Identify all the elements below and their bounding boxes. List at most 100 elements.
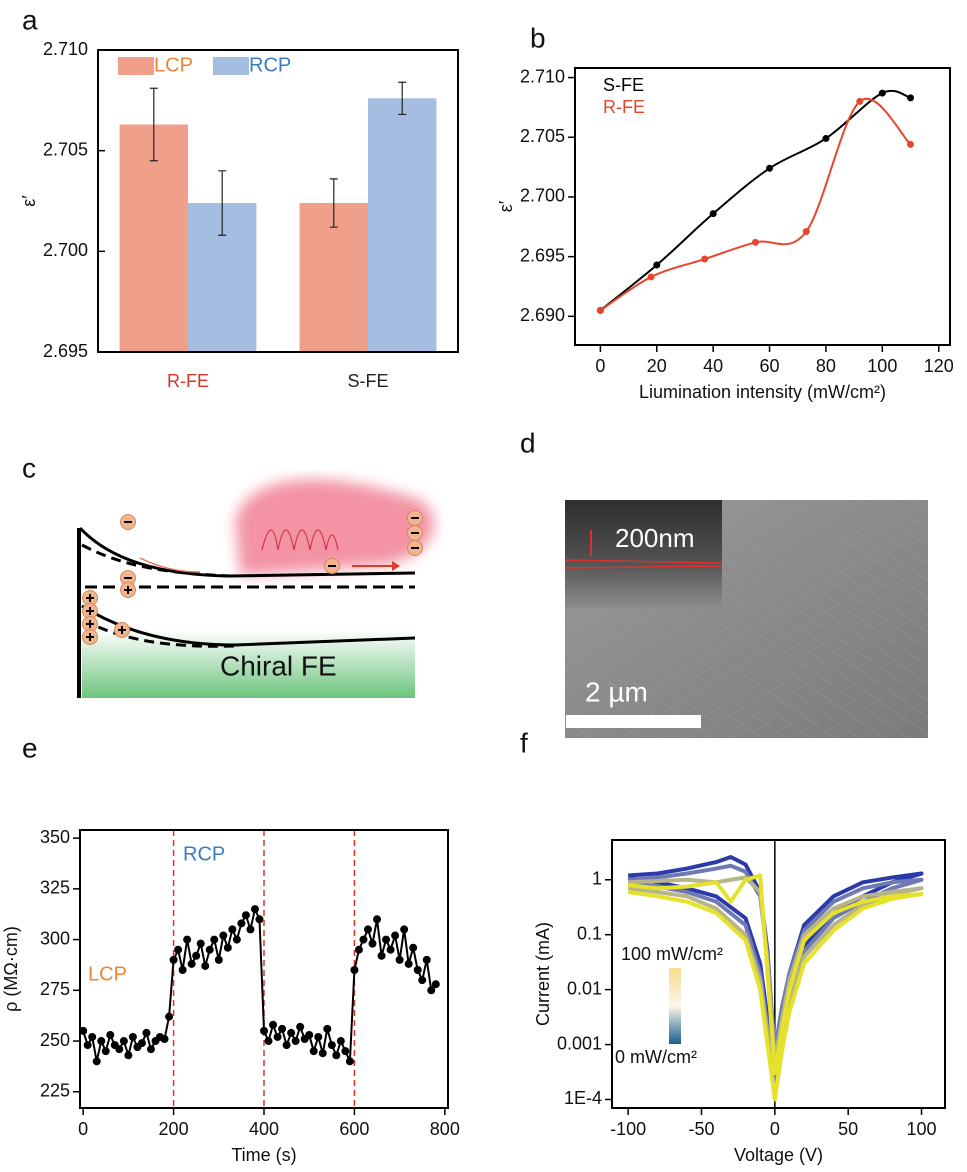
marker bbox=[210, 935, 219, 944]
band-edge-dashed bbox=[81, 543, 231, 578]
marker bbox=[83, 1041, 92, 1050]
sem-image: 200nm 2 µm bbox=[564, 500, 928, 738]
marker bbox=[115, 1045, 124, 1054]
y-tick-label: 2.700 bbox=[520, 186, 565, 206]
marker bbox=[97, 1037, 106, 1046]
inset-line bbox=[564, 559, 723, 564]
error-bar bbox=[398, 81, 407, 116]
legend-label: R-FE bbox=[603, 97, 645, 117]
marker bbox=[205, 945, 214, 954]
marker bbox=[246, 925, 255, 934]
y-tick-label: 0.001 bbox=[557, 1033, 602, 1053]
y-tick-label: 1 bbox=[592, 869, 602, 889]
x-tick-label: 0 bbox=[78, 1119, 88, 1139]
x-tick-label: 800 bbox=[430, 1119, 460, 1139]
error-bar bbox=[149, 87, 158, 162]
colorbar-label: 100 mW/cm² bbox=[621, 944, 723, 964]
light-beam bbox=[235, 479, 435, 575]
annotation: LCP bbox=[88, 963, 127, 985]
marker bbox=[128, 1032, 137, 1041]
marker bbox=[907, 94, 915, 102]
marker bbox=[287, 1028, 296, 1037]
legend-label: S-FE bbox=[603, 75, 644, 95]
marker bbox=[178, 966, 187, 975]
marker bbox=[701, 255, 709, 263]
x-tick-label: 200 bbox=[159, 1119, 189, 1139]
hole bbox=[120, 582, 136, 598]
marker bbox=[79, 1026, 88, 1035]
marker bbox=[232, 935, 241, 944]
marker bbox=[201, 961, 210, 970]
bar bbox=[299, 203, 368, 352]
arrowhead bbox=[392, 561, 400, 571]
marker bbox=[255, 915, 264, 924]
colorbar-label: 0 mW/cm² bbox=[615, 1047, 697, 1067]
series-line bbox=[599, 89, 911, 312]
marker bbox=[196, 939, 205, 948]
panel-label: f bbox=[520, 727, 528, 758]
y-tick-label: 2.700 bbox=[43, 240, 88, 260]
marker bbox=[647, 273, 655, 281]
marker bbox=[169, 955, 178, 964]
x-axis-title: Voltage (V) bbox=[734, 1145, 823, 1165]
x-tick-label: 80 bbox=[816, 356, 836, 376]
hole bbox=[82, 629, 98, 645]
marker bbox=[596, 306, 604, 314]
scale-bar-label: 2 µm bbox=[585, 676, 648, 707]
y-tick-label: 2.695 bbox=[43, 341, 88, 361]
bar bbox=[368, 98, 437, 352]
colorbar bbox=[669, 968, 681, 1044]
marker bbox=[250, 905, 259, 914]
marker bbox=[377, 951, 386, 960]
panel-label: b bbox=[530, 22, 546, 53]
legend-label: LCP bbox=[154, 54, 193, 76]
marker bbox=[856, 97, 864, 105]
x-tick-label: 0 bbox=[595, 356, 605, 376]
marker bbox=[160, 1035, 169, 1044]
x-tick-label: 400 bbox=[249, 1119, 279, 1139]
band-edge bbox=[78, 526, 416, 578]
series-line bbox=[627, 873, 924, 1102]
series-line bbox=[627, 875, 924, 1102]
marker bbox=[427, 986, 436, 995]
y-tick-label: 0.1 bbox=[577, 923, 602, 943]
series-line bbox=[627, 854, 924, 1085]
x-tick-label: R-FE bbox=[167, 371, 209, 391]
marker bbox=[192, 951, 201, 960]
marker bbox=[92, 1057, 101, 1066]
error-bar bbox=[218, 170, 227, 236]
marker bbox=[273, 1032, 282, 1041]
x-tick-label: 100 bbox=[907, 1119, 937, 1139]
y-tick-label: 0.01 bbox=[567, 978, 602, 998]
marker bbox=[404, 959, 413, 968]
light-wave bbox=[261, 529, 339, 551]
band-diagram: Chiral FE bbox=[77, 479, 435, 698]
y-tick-label: 1E-4 bbox=[564, 1088, 602, 1108]
marker bbox=[422, 955, 431, 964]
y-tick-label: 325 bbox=[40, 878, 70, 898]
y-tick-label: 350 bbox=[40, 827, 70, 847]
chart-panel: 2.690 2.695 2.700 2.705 2.710 0 20 40 60 80 100 120… bbox=[496, 66, 954, 401]
marker bbox=[653, 261, 661, 269]
bar bbox=[119, 124, 188, 352]
plot-frame bbox=[79, 829, 449, 1109]
plot-frame bbox=[97, 49, 459, 353]
marker bbox=[219, 931, 228, 940]
marker bbox=[165, 1012, 174, 1021]
x-tick-label: 600 bbox=[339, 1119, 369, 1139]
series-line bbox=[627, 863, 924, 1092]
y-tick-label: 2.710 bbox=[43, 39, 88, 59]
y-tick-label: 225 bbox=[40, 1081, 70, 1101]
marker bbox=[124, 1051, 133, 1060]
electron bbox=[407, 525, 423, 541]
x-axis-title: Liumination intensity (mW/cm²) bbox=[639, 382, 886, 402]
marker bbox=[386, 945, 395, 954]
valence-edge-dashed bbox=[83, 618, 236, 648]
marker bbox=[345, 1057, 354, 1066]
marker bbox=[142, 1028, 151, 1037]
marker bbox=[363, 925, 372, 934]
marker bbox=[278, 1024, 287, 1033]
electron bbox=[407, 540, 423, 556]
